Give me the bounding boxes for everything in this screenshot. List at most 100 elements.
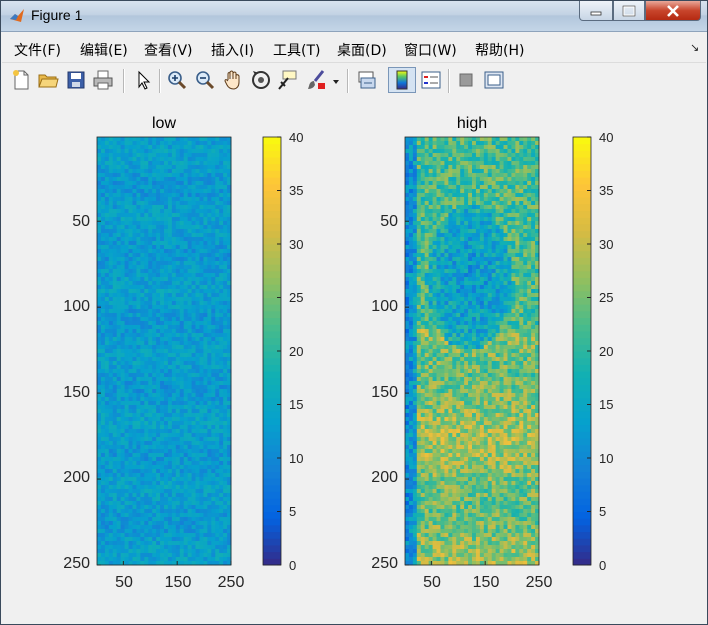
heatmap-cell	[164, 349, 169, 354]
heatmap-cell	[475, 273, 481, 278]
heatmap-cell	[227, 413, 232, 418]
heatmap-cell	[211, 225, 216, 230]
heatmap-cell	[507, 225, 512, 230]
heatmap-cell	[152, 185, 157, 190]
heatmap-cell	[136, 501, 141, 506]
heatmap-cell	[152, 445, 157, 450]
heatmap-cell	[456, 273, 461, 278]
brush-icon[interactable]	[305, 69, 327, 91]
heatmap-cell	[167, 369, 173, 374]
legend-icon[interactable]	[420, 69, 442, 91]
menu-window[interactable]: 窗口(W)	[404, 43, 457, 59]
minimize-button[interactable]	[579, 1, 613, 21]
heatmap-cell	[144, 317, 149, 322]
heatmap-cell	[100, 321, 106, 326]
data-cursor-icon[interactable]	[277, 69, 299, 91]
maximize-button[interactable]	[613, 1, 645, 21]
heatmap-cell	[152, 529, 157, 534]
heatmap-cell	[144, 165, 149, 170]
colorbar-icon[interactable]	[391, 69, 413, 91]
heatmap-cell	[179, 213, 185, 218]
heatmap-cell	[97, 301, 102, 306]
toolbar-separator	[448, 69, 450, 93]
toolbar-dock-arrow-icon[interactable]: ↘	[690, 41, 700, 54]
menu-insert[interactable]: 插入(I)	[211, 43, 255, 59]
heatmap-cell	[479, 197, 485, 202]
heatmap-low[interactable]	[97, 137, 232, 566]
heatmap-cell	[104, 457, 110, 462]
heatmap-cell	[187, 545, 192, 550]
print-icon[interactable]	[92, 69, 114, 91]
rotate-3d-icon[interactable]	[250, 69, 272, 91]
save-icon[interactable]	[65, 69, 87, 91]
heatmap-cell	[215, 145, 220, 150]
edit-plot-arrow-icon[interactable]	[132, 69, 154, 91]
heatmap-cell	[167, 225, 173, 230]
heatmap-cell	[152, 501, 157, 506]
heatmap-cell	[211, 237, 216, 242]
hide-plot-tools-icon[interactable]	[455, 69, 477, 91]
heatmap-cell	[164, 553, 169, 558]
heatmap-cell	[432, 213, 437, 218]
heatmap-cell	[104, 297, 110, 302]
heatmap-cell	[160, 177, 165, 182]
heatmap-cell	[223, 361, 228, 366]
heatmap-cell	[104, 365, 110, 370]
heatmap-cell	[456, 141, 461, 146]
pan-hand-icon[interactable]	[222, 69, 244, 91]
heatmap-cell	[211, 149, 216, 154]
heatmap-cell	[100, 193, 106, 198]
heatmap-cell	[108, 145, 114, 150]
colorbar-low[interactable]	[262, 136, 282, 566]
heatmap-cell	[144, 241, 149, 246]
menu-view[interactable]: 查看(V)	[144, 43, 193, 59]
heatmap-cell	[460, 157, 465, 162]
zoom-out-icon[interactable]	[194, 69, 216, 91]
heatmap-cell	[215, 449, 220, 454]
heatmap-cell	[100, 201, 106, 206]
heatmap-cell	[148, 529, 153, 534]
heatmap-cell	[468, 265, 473, 270]
menu-edit[interactable]: 编辑(E)	[80, 43, 128, 59]
heatmap-cell	[144, 465, 149, 470]
heatmap-cell	[215, 457, 220, 462]
heatmap-cell	[120, 425, 125, 430]
menu-file[interactable]: 文件(F)	[14, 43, 61, 59]
heatmap-cell	[223, 397, 228, 402]
heatmap-cell	[167, 193, 173, 198]
heatmap-cell	[227, 205, 232, 210]
heatmap-cell	[100, 433, 106, 438]
heatmap-cell	[207, 293, 212, 298]
heatmap-cell	[160, 161, 165, 166]
show-plot-tools-icon[interactable]	[483, 69, 505, 91]
heatmap-cell	[468, 177, 473, 182]
heatmap-cell	[167, 173, 173, 178]
heatmap-high[interactable]	[405, 137, 540, 566]
menu-tools[interactable]: 工具(T)	[273, 43, 321, 59]
heatmap-cell	[167, 301, 173, 306]
heatmap-cell	[215, 405, 220, 410]
heatmap-cell	[223, 513, 228, 518]
link-plot-icon[interactable]	[356, 69, 378, 91]
menu-help[interactable]: 帮助(H)	[475, 43, 525, 59]
menu-desktop[interactable]: 桌面(D)	[337, 43, 387, 59]
heatmap-cell	[479, 161, 485, 166]
heatmap-cell	[156, 141, 161, 146]
brush-dropdown-icon[interactable]	[331, 69, 341, 91]
new-figure-icon[interactable]	[10, 69, 32, 91]
zoom-in-icon[interactable]	[166, 69, 188, 91]
open-file-icon[interactable]	[37, 69, 59, 91]
heatmap-cell	[191, 209, 196, 214]
heatmap-cell	[167, 353, 173, 358]
heatmap-cell	[472, 157, 477, 162]
heatmap-cell	[140, 501, 145, 506]
close-button[interactable]	[645, 1, 701, 21]
heatmap-cell	[116, 541, 122, 546]
heatmap-cell	[97, 473, 102, 478]
title-bar[interactable]: Figure 1	[1, 1, 707, 32]
heatmap-cell	[183, 365, 189, 370]
heatmap-cell	[116, 421, 122, 426]
heatmap-cell	[120, 477, 125, 482]
heatmap-cell	[167, 257, 173, 262]
heatmap-cell	[156, 217, 161, 222]
